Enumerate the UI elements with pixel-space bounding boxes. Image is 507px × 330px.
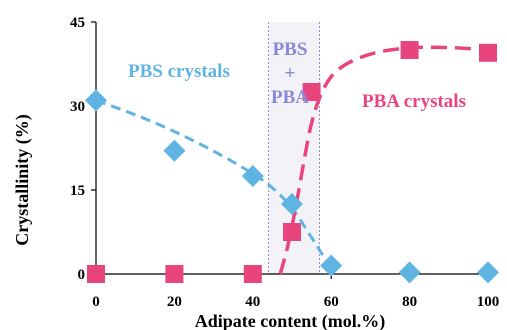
pba-square-point	[165, 265, 184, 283]
annotation-mixed-plus: +	[285, 63, 296, 84]
annotation-mixed-pba: PBA	[271, 87, 309, 108]
annotation-pbs-crystals: PBS crystals	[128, 61, 230, 82]
x-tick-label: 20	[167, 294, 182, 310]
pbs-diamond-point	[241, 165, 264, 187]
annotation-mixed-pbs: PBS	[273, 39, 308, 60]
pba-square-point	[400, 41, 419, 59]
pba-square-point	[283, 223, 301, 241]
y-tick-label: 45	[70, 15, 85, 31]
x-tick-label: 40	[245, 294, 260, 310]
pba-square-point	[302, 83, 321, 101]
x-tick-label: 0	[92, 294, 100, 310]
pbs-diamond-point	[398, 261, 421, 284]
y-axis-label: Crystallinity (%)	[12, 114, 33, 245]
pba-square-point	[479, 43, 497, 62]
pbs-diamond-point	[320, 254, 343, 277]
pba-square-point	[243, 265, 262, 283]
pbs-diamond-point	[477, 261, 499, 284]
x-axis-label: Adipate content (mol.%)	[195, 311, 385, 330]
x-tick-label: 60	[324, 294, 339, 310]
pbs-diamond-point	[281, 193, 303, 215]
y-tick-label: 30	[70, 99, 85, 115]
x-tick-label: 100	[477, 294, 500, 310]
annotation-pba-crystals: PBA crystals	[362, 91, 466, 112]
trend-line-1	[95, 98, 333, 270]
pbs-diamond-point	[85, 89, 107, 112]
y-tick-label: 0	[78, 267, 86, 283]
markers-layer	[85, 41, 499, 284]
pba-square-point	[87, 265, 105, 283]
x-tick-label: 80	[402, 294, 417, 310]
pbs-diamond-point	[163, 139, 186, 162]
y-tick-label: 15	[70, 183, 85, 199]
annotations-layer: PBS crystals PBS + PBA PBA crystals	[128, 39, 466, 112]
axes-layer: 0 15 30 45 0 20 40 60 80 100	[70, 15, 499, 310]
